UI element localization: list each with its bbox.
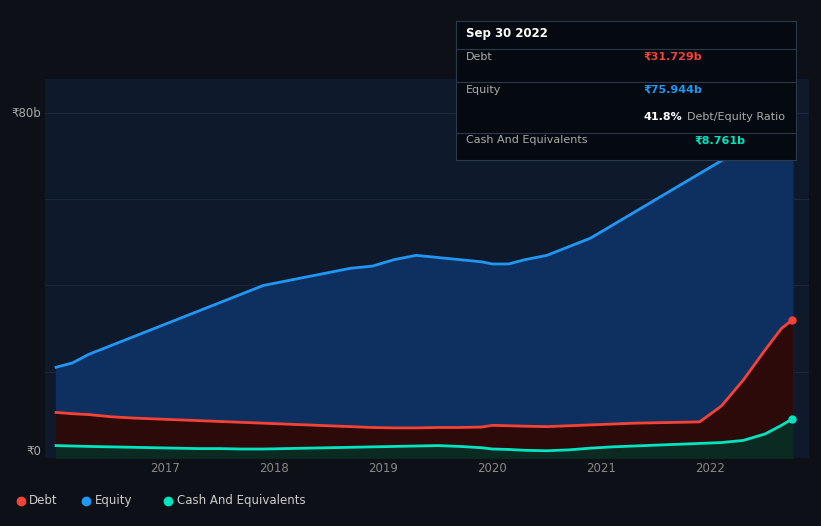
Text: ₹0: ₹0 <box>26 444 41 458</box>
Text: Debt/Equity Ratio: Debt/Equity Ratio <box>687 112 786 122</box>
Text: ₹8.761b: ₹8.761b <box>695 135 745 145</box>
Text: ₹75.944b: ₹75.944b <box>643 85 702 95</box>
Text: Debt: Debt <box>466 52 493 62</box>
Text: ₹80b: ₹80b <box>11 107 41 120</box>
Text: ₹31.729b: ₹31.729b <box>643 52 702 62</box>
Text: Cash And Equivalents: Cash And Equivalents <box>177 494 305 507</box>
Text: Debt: Debt <box>29 494 57 507</box>
Text: Equity: Equity <box>94 494 132 507</box>
Text: 41.8%: 41.8% <box>643 112 681 122</box>
Text: Sep 30 2022: Sep 30 2022 <box>466 27 548 39</box>
Text: Equity: Equity <box>466 85 502 95</box>
Text: Cash And Equivalents: Cash And Equivalents <box>466 135 587 145</box>
